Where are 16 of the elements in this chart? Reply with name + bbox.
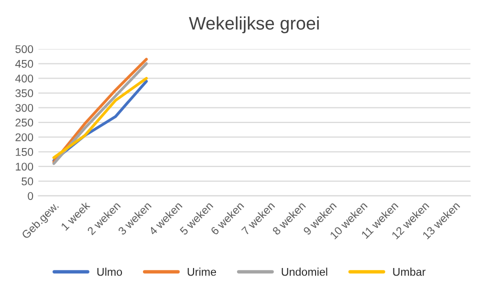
y-tick-label: 500 [15,45,34,54]
legend-label: Ulmo [97,268,122,276]
y-tick-label: 100 [16,162,34,171]
y-tick-label: 350 [15,89,34,98]
legend-label: Umbar [393,268,426,276]
legend-label: Undomiel [282,268,328,276]
y-tick-label: 450 [15,60,34,68]
y-tick-label: 150 [16,148,34,156]
legend-label: Urime [188,268,216,276]
y-tick-label: 250 [16,118,34,127]
y-tick-label: 400 [15,74,34,82]
chart-title: Wekelijkse groei [188,16,319,34]
y-tick-label: 50 [22,177,34,186]
y-tick-label: 300 [15,104,34,112]
y-tick-label: 200 [16,133,34,142]
y-tick-label: 0 [28,192,34,200]
